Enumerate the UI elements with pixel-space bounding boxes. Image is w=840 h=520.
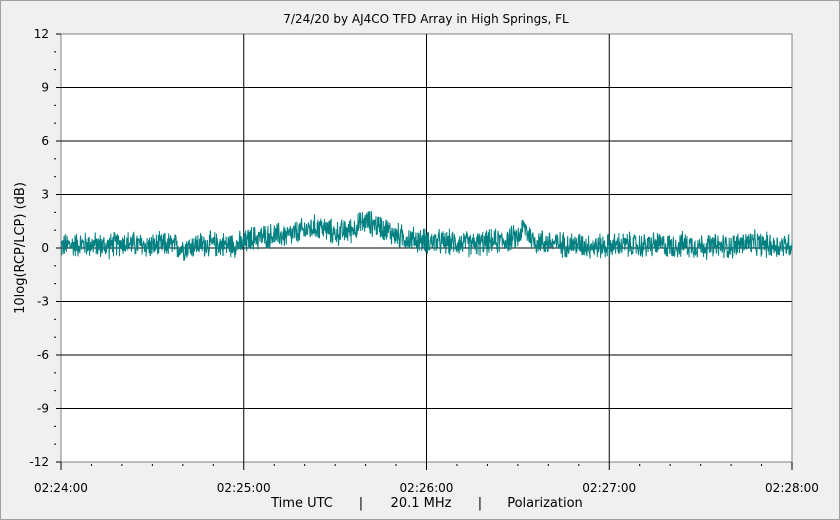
y-axis-label: 10log(RCP/LCP) (dB) — [13, 182, 28, 314]
y-tick-label: 6 — [41, 134, 49, 148]
x-tick-label: 02:25:00 — [217, 481, 271, 495]
x-axis-label-part: | — [478, 496, 482, 511]
y-tick-label: 0 — [41, 241, 49, 255]
y-tick-label: -6 — [37, 348, 49, 362]
x-tick-label: 02:27:00 — [582, 481, 636, 495]
x-axis-label-part: | — [359, 496, 363, 511]
x-axis-label: Time UTC | 20.1 MHz | Polarization — [270, 496, 583, 511]
x-tick-label: 02:26:00 — [400, 481, 454, 495]
x-tick-label: 02:24:00 — [34, 481, 88, 495]
x-axis-label-part: Polarization — [507, 496, 583, 511]
y-tick-label: 3 — [41, 188, 49, 202]
x-tick-labels: 02:24:00 02:25:00 02:26:00 02:27:00 02:28:00 — [34, 481, 819, 495]
y-tick-label: -9 — [37, 402, 49, 416]
y-tick-label: -3 — [37, 295, 49, 309]
x-axis-label-part: Time UTC — [270, 496, 333, 511]
series-line-polarization — [60, 210, 793, 262]
x-axis-label-part: 20.1 MHz — [391, 496, 452, 511]
y-tick-label: 12 — [34, 27, 49, 41]
chart-title: 7/24/20 by AJ4CO TFD Array in High Sprin… — [283, 12, 569, 26]
y-tick-label: -12 — [29, 455, 49, 469]
minor-ticks — [54, 33, 793, 470]
y-tick-label: 9 — [41, 81, 49, 95]
y-tick-labels: 12 9 6 3 0 -3 -6 -9 -12 — [29, 27, 49, 469]
x-tick-label: 02:28:00 — [765, 481, 819, 495]
